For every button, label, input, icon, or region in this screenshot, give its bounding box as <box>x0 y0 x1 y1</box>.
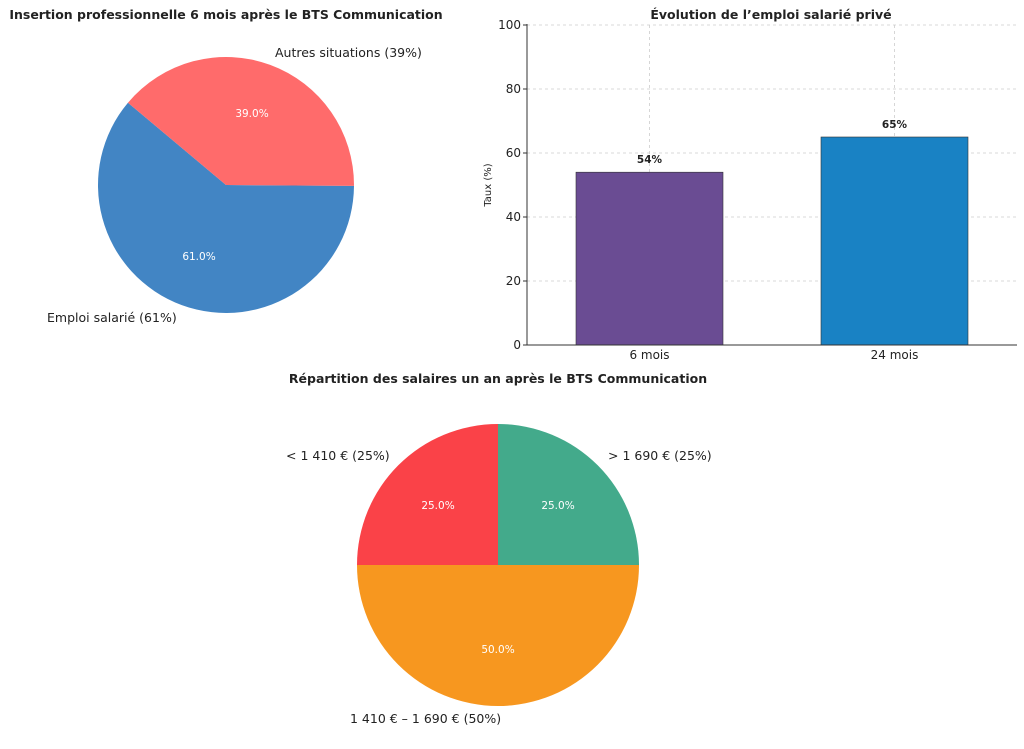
pie2-title: Répartition des salaires un an après le … <box>289 371 707 386</box>
bar-6-mois <box>575 171 724 346</box>
pie2-slice-high <box>498 424 639 565</box>
pie-chart-insertion: Insertion professionnelle 6 mois après l… <box>9 7 442 325</box>
bar-y-tick-label: 100 <box>498 18 521 32</box>
pie1-label-emploi: Emploi salarié (61%) <box>47 310 177 325</box>
pie2-label-low: < 1 410 € (25%) <box>286 448 390 463</box>
pie1-slice-emploi <box>98 102 354 313</box>
pie1-slice-autres <box>127 56 355 186</box>
bar-value-label-24-mois: 65% <box>882 119 908 131</box>
bar-y-tick-label: 80 <box>506 82 521 96</box>
bar-y-tick-label: 60 <box>506 146 521 160</box>
pie1-pct-emploi: 61.0% <box>182 251 215 263</box>
bar-y-tick-label: 0 <box>513 338 521 352</box>
bar-title: Évolution de l’emploi salarié privé <box>650 7 891 22</box>
bar-value-label-6-mois: 54% <box>637 154 663 166</box>
bar-y-tick-label: 20 <box>506 274 521 288</box>
bar-chart-emploi: Évolution de l’emploi salarié privé 0 20 4… <box>483 7 1017 362</box>
bar-y-tick-label: 40 <box>506 210 521 224</box>
pie2-slice-mid <box>357 565 639 706</box>
pie2-pct-high: 25.0% <box>541 500 574 512</box>
bar-y-label: Taux (%) <box>483 163 494 207</box>
bar-x-tick-24-mois: 24 mois <box>871 348 919 362</box>
pie1-title: Insertion professionnelle 6 mois après l… <box>9 7 442 22</box>
pie-chart-salaires: Répartition des salaires un an après le … <box>286 371 712 726</box>
pie1-pct-autres: 39.0% <box>235 108 268 120</box>
pie1-label-autres: Autres situations (39%) <box>275 45 422 60</box>
pie2-label-high: > 1 690 € (25%) <box>608 448 712 463</box>
pie2-pct-mid: 50.0% <box>481 644 514 656</box>
bar-24-mois <box>820 136 969 346</box>
pie2-pct-low: 25.0% <box>421 500 454 512</box>
pie2-slice-low <box>357 424 498 565</box>
bar-y-ticks: 0 20 40 60 80 100 <box>498 18 527 352</box>
bar-x-tick-6-mois: 6 mois <box>629 348 669 362</box>
pie2-label-mid: 1 410 € – 1 690 € (50%) <box>350 711 501 726</box>
